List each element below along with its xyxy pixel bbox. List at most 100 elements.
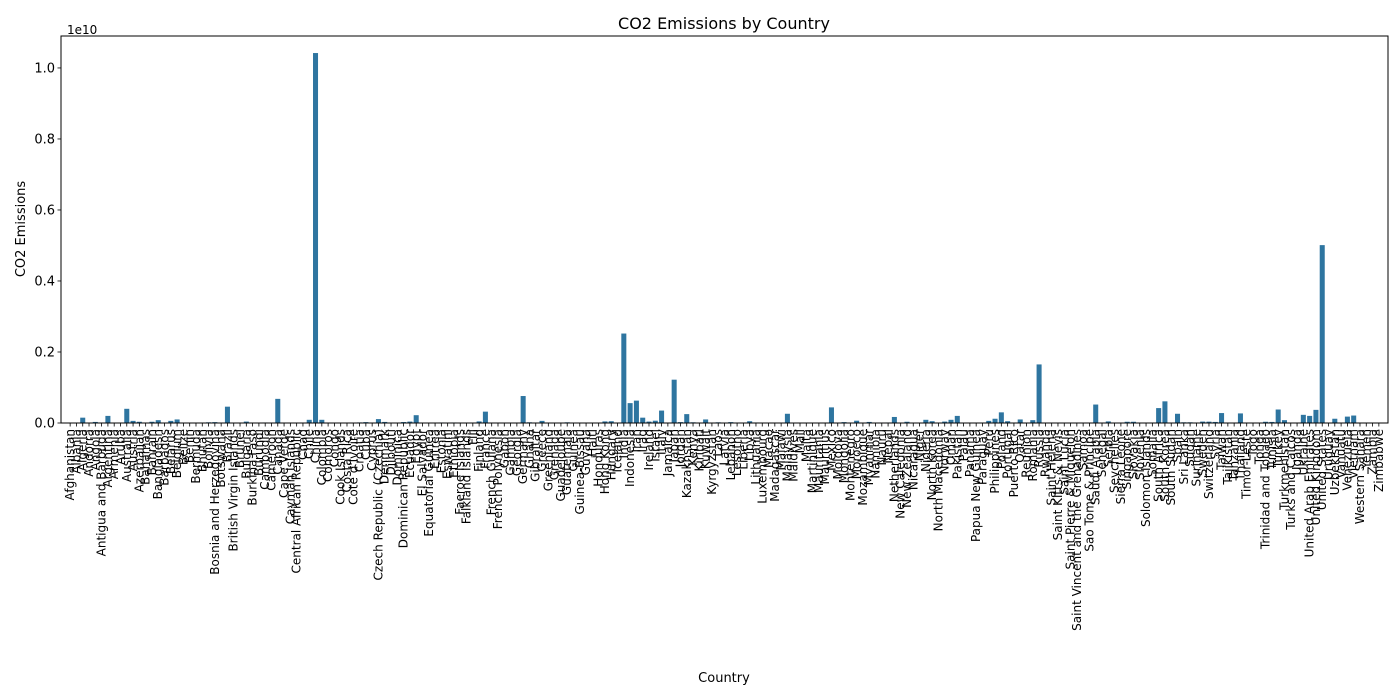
- bar: [703, 419, 709, 423]
- bar: [671, 379, 677, 423]
- x-tick-label: Macao: [762, 429, 776, 468]
- bar: [608, 421, 614, 423]
- bar: [375, 419, 381, 423]
- x-tick-label: Taiwan: [1215, 429, 1229, 471]
- x-tick-label: Niger: [913, 429, 927, 461]
- x-tick-label: Ecuador: [403, 429, 417, 478]
- x-tick-label: Suriname: [1189, 429, 1203, 487]
- bar: [904, 421, 910, 423]
- x-tick-label: French Polynesia: [491, 429, 505, 529]
- x-tick-label: Costa Rica: [340, 429, 354, 492]
- bar: [627, 403, 633, 423]
- x-tick-label: Djibouti: [384, 429, 398, 476]
- bar: [684, 414, 690, 423]
- bar: [828, 407, 834, 423]
- x-tick-label: United Arab Emirates: [1303, 429, 1317, 557]
- chart-title: CO2 Emissions by Country: [618, 14, 830, 33]
- x-tick-label: Vanuatu: [1334, 429, 1348, 479]
- x-tick-label: Western Sahara: [1353, 429, 1367, 524]
- x-tick-label: Botswana: [214, 429, 228, 488]
- x-tick-label: Mongolia: [837, 429, 851, 483]
- x-tick-label: Slovakia: [1126, 429, 1140, 479]
- bar: [92, 421, 98, 423]
- bar: [313, 53, 319, 423]
- x-tick-label: Bangladesh: [151, 429, 165, 499]
- bar: [646, 421, 652, 423]
- x-tick-label: Ghana: [522, 429, 536, 468]
- x-tick-label: Kenya: [686, 429, 700, 466]
- bar: [1307, 415, 1313, 423]
- x-tick-label: North Korea: [925, 429, 939, 500]
- bar: [382, 421, 388, 423]
- bar: [1124, 421, 1130, 423]
- x-tick-label: Honduras: [592, 429, 606, 487]
- x-tick-label: Greenland: [541, 429, 555, 491]
- x-tick-label: South Africa: [1152, 429, 1166, 502]
- x-tick-label: Somalia: [1145, 429, 1159, 477]
- x-tick-label: Chad: [296, 429, 310, 460]
- x-tick-label: Trinidad and Tobago: [1259, 429, 1273, 550]
- x-tick-label: Turkmenistan: [1277, 429, 1291, 511]
- x-tick-label: Gabon: [497, 429, 511, 468]
- x-tick-label: Turkey: [1271, 429, 1285, 469]
- bar: [1175, 413, 1181, 423]
- x-axis-label: Country: [698, 671, 750, 686]
- x-tick-label: Bolivia: [202, 429, 216, 469]
- x-tick-label: Saudi Arabia: [1089, 429, 1103, 505]
- x-tick-label: Albania: [69, 429, 83, 474]
- x-tick-label: Madagascar: [768, 429, 782, 502]
- bar: [539, 420, 545, 423]
- x-tick-label: Namibia: [869, 429, 883, 479]
- bar: [784, 413, 790, 423]
- bar: [1219, 413, 1225, 423]
- bar: [1005, 421, 1011, 423]
- x-tick-label: Reunion: [1020, 429, 1034, 478]
- y-axis-label: CO2 Emissions: [14, 181, 29, 278]
- x-tick-label: Vietnam: [1347, 429, 1361, 479]
- x-tick-label: Luxembourg: [755, 429, 769, 504]
- bar: [1105, 421, 1111, 423]
- x-tick-label: Germany: [516, 429, 530, 484]
- x-tick-label: Timor-Leste: [1240, 429, 1254, 500]
- bar: [1332, 418, 1338, 423]
- x-tick-label: Tonga: [1252, 429, 1266, 465]
- x-tick-label: Ethiopia: [447, 429, 461, 478]
- bar: [105, 415, 111, 423]
- x-tick-label: Switzerland: [1202, 429, 1216, 499]
- x-tick-label: Cote d'Ivoire: [346, 429, 360, 505]
- bar: [992, 418, 998, 423]
- x-tick-label: Kyrgyzstan: [705, 429, 719, 495]
- x-tick-label: Iran: [629, 429, 643, 452]
- x-tick-label: Spain: [1171, 429, 1185, 463]
- bar: [1156, 408, 1162, 423]
- bar: [1036, 364, 1042, 423]
- x-tick-label: Eritrea: [428, 429, 442, 469]
- x-tick-label: Congo: [327, 429, 341, 467]
- x-tick-label: Lesotho: [730, 429, 744, 476]
- x-tick-label: Brunei: [233, 429, 247, 468]
- x-tick-label: Jordan: [673, 429, 687, 468]
- bar: [1344, 416, 1350, 423]
- x-tick-label: Mauritania: [812, 429, 826, 493]
- x-tick-label: Martinique: [806, 429, 820, 493]
- x-tick-label: Portugal: [1001, 429, 1015, 479]
- bar: [954, 415, 960, 423]
- bar: [1017, 419, 1023, 423]
- bar: [1281, 420, 1287, 423]
- bar: [155, 420, 161, 423]
- x-tick-label: Armenia: [107, 429, 121, 479]
- bar: [602, 421, 608, 423]
- x-tick-label: Iceland: [611, 429, 625, 472]
- x-tick-label: Ukraine: [1296, 429, 1310, 475]
- x-tick-label: Libya: [743, 429, 757, 461]
- x-tick-label: Sierra Leone: [1114, 429, 1128, 504]
- bar: [1130, 421, 1136, 423]
- x-tick-label: Dominican Republic: [397, 429, 411, 548]
- y-tick-label: 0.2: [34, 345, 55, 360]
- bar: [1263, 421, 1269, 423]
- y-tick-label: 0.6: [34, 203, 55, 218]
- x-tick-label: Thailand: [1233, 429, 1247, 482]
- x-tick-label: Canada: [271, 429, 285, 475]
- x-tick-label: Sweden: [1196, 429, 1210, 476]
